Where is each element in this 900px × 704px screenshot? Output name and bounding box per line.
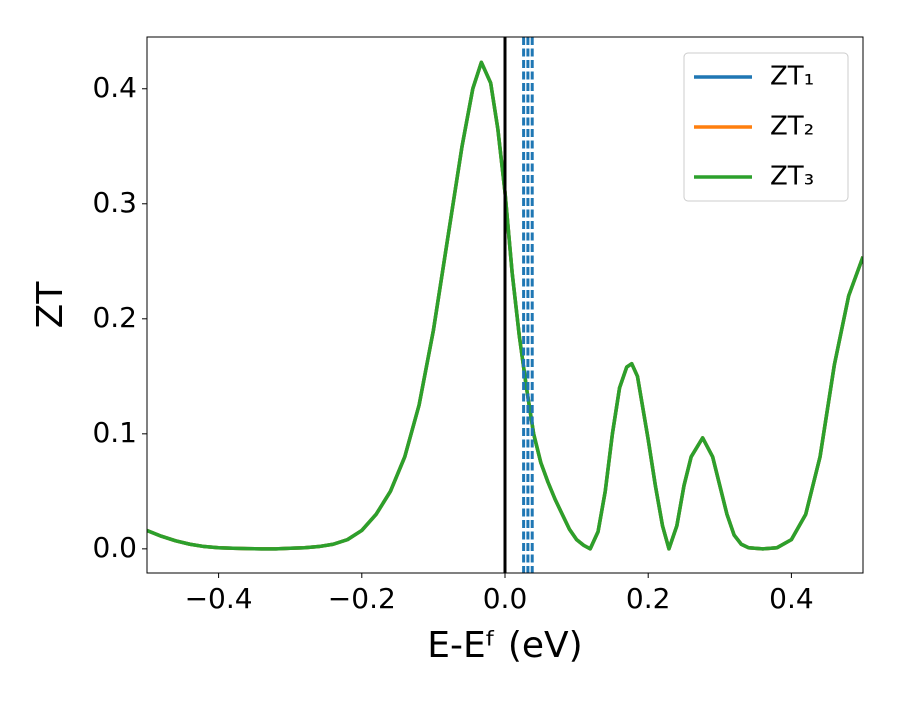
x-tick-label: −0.2 [328,582,396,615]
x-tick-label: 0.2 [626,582,671,615]
y-tick-label: 0.2 [92,301,137,334]
legend-label: ZT₂ [770,112,814,142]
x-tick-label: 0.4 [769,582,814,615]
data-line [147,60,863,551]
x-tick-label: 0.0 [483,582,528,615]
y-tick-label: 0.1 [92,416,137,449]
y-axis-label: ZT [30,281,71,329]
plot-area [147,37,863,573]
legend-label: ZT₁ [770,62,814,92]
y-tick-label: 0.0 [92,531,137,564]
x-tick-label: −0.4 [185,582,253,615]
x-axis-label: E-Eᶠ (eV) [427,625,582,666]
legend-box [683,52,849,202]
y-tick-label: 0.3 [92,186,137,219]
legend-label: ZT₃ [770,162,814,192]
y-tick-label: 0.4 [92,71,137,104]
